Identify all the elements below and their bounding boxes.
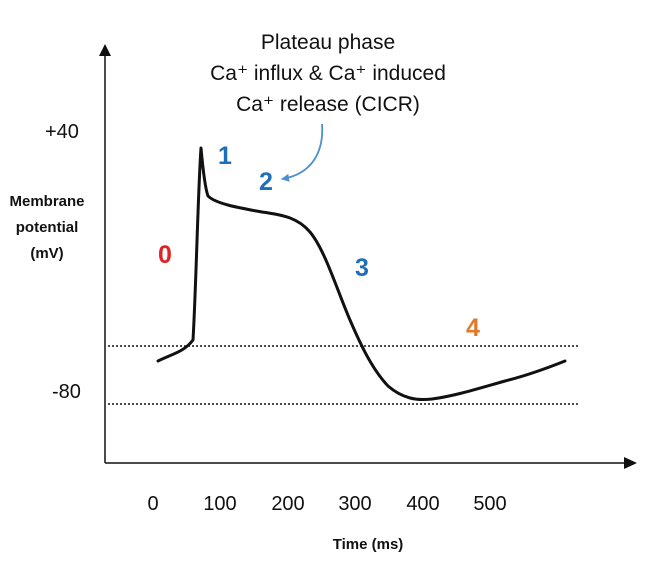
x-axis-arrowhead — [624, 457, 637, 469]
annotation-line-2: Ca⁺ influx & Ca⁺ induced — [210, 62, 446, 85]
x-tick-label: 0 — [147, 493, 158, 515]
annotation-title: Plateau phase — [261, 31, 395, 54]
phase-0-label: 0 — [158, 241, 172, 269]
annotation-line-3: Ca⁺ release (CICR) — [236, 93, 420, 116]
x-tick-label: 100 — [203, 493, 236, 515]
y-axis-title-line-2: potential — [16, 219, 79, 236]
phase-4-label: 4 — [466, 314, 480, 342]
y-axis-title-line-3: (mV) — [30, 245, 63, 262]
x-axis-title: Time (ms) — [333, 536, 404, 553]
y-tick-label: -80 — [52, 381, 81, 403]
y-axis-arrowhead — [99, 44, 111, 56]
x-tick-label: 200 — [271, 493, 304, 515]
phase-1-label: 1 — [218, 142, 232, 170]
phase-3-label: 3 — [355, 254, 369, 282]
y-tick-label: +40 — [45, 121, 79, 143]
x-tick-label: 300 — [338, 493, 371, 515]
annotation-arrow — [281, 123, 324, 182]
phase-2-label: 2 — [259, 168, 273, 196]
y-axis-title-line-1: Membrane — [9, 193, 84, 210]
x-tick-label: 400 — [406, 493, 439, 515]
action-potential-curve — [156, 146, 567, 402]
x-tick-label: 500 — [473, 493, 506, 515]
